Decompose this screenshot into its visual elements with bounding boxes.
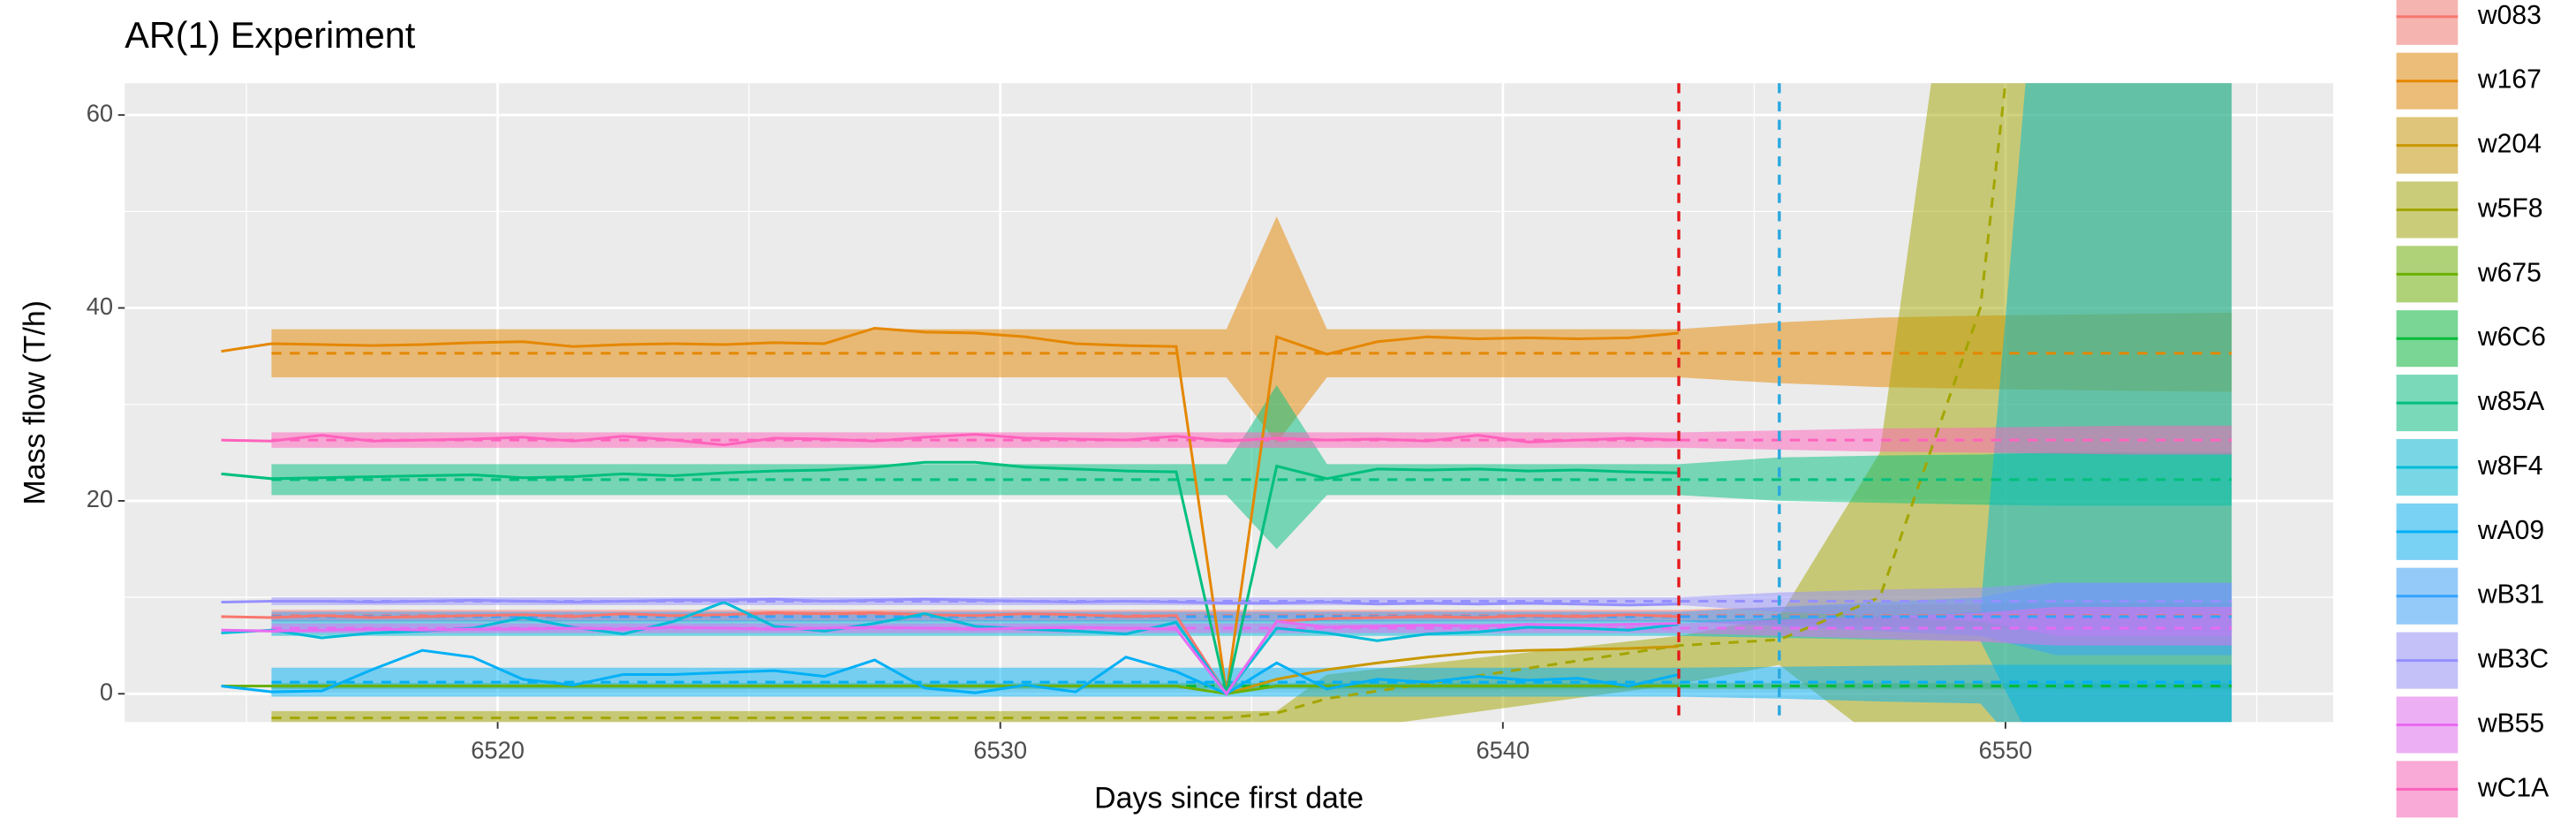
legend-label: w6C6 (2477, 322, 2546, 352)
observed-line (221, 326, 1680, 694)
x-axis-title: Days since first date (1094, 782, 1364, 815)
x-tick-label: 6550 (1979, 736, 2033, 763)
prediction-band (271, 216, 2232, 444)
observed-line (221, 597, 1680, 607)
lines (221, 83, 2232, 723)
legend-label: w204 (2477, 130, 2542, 159)
x-tick-label: 6530 (973, 736, 1027, 763)
legend: w083 w167 w204 w5F8 w675 w6C6 w85A w8F4 wA09 wB31… (2396, 0, 2550, 818)
x-tick-label: 6520 (471, 736, 525, 763)
prediction-band (271, 607, 2232, 646)
legend-label: wB3C (2477, 645, 2549, 674)
axes: 6520 6530 6540 6550 0 20 40 60 (87, 99, 2033, 763)
legend-key (2396, 0, 2459, 45)
y-axis-title: Mass flow (T/h) (18, 300, 51, 505)
x-tick-label: 6540 (1476, 736, 1530, 763)
prediction-band (271, 384, 2232, 550)
prediction-band (271, 582, 2232, 636)
observed-line (221, 611, 1680, 696)
legend-label: w85A (2477, 387, 2545, 416)
legend-label: w167 (2477, 65, 2542, 95)
observed-line (221, 460, 1680, 694)
y-tick-label: 0 (100, 678, 113, 705)
observed-line (221, 619, 1680, 696)
prediction-band (271, 582, 2232, 656)
y-tick-label: 20 (87, 485, 113, 512)
legend-label: wA09 (2477, 516, 2544, 545)
legend-label: wB31 (2477, 580, 2544, 610)
legend-label: w8F4 (2477, 451, 2543, 481)
y-tick-label: 40 (87, 292, 113, 320)
legend-label: w675 (2477, 258, 2542, 287)
observed-line (221, 685, 1680, 695)
legend-label: wB55 (2477, 709, 2544, 738)
legend-label: w083 (2477, 1, 2542, 30)
y-tick-label: 60 (87, 99, 113, 126)
bands (271, 83, 2232, 723)
legend-label: wC1A (2477, 773, 2550, 802)
chart-title: AR(1) Experiment (125, 15, 416, 56)
observed-line (221, 433, 1680, 447)
prediction-band (271, 664, 2232, 723)
legend-label: w5F8 (2477, 193, 2543, 223)
prediction-band (271, 83, 2232, 723)
forecast-line (271, 83, 2007, 720)
observed-line (221, 648, 1680, 695)
